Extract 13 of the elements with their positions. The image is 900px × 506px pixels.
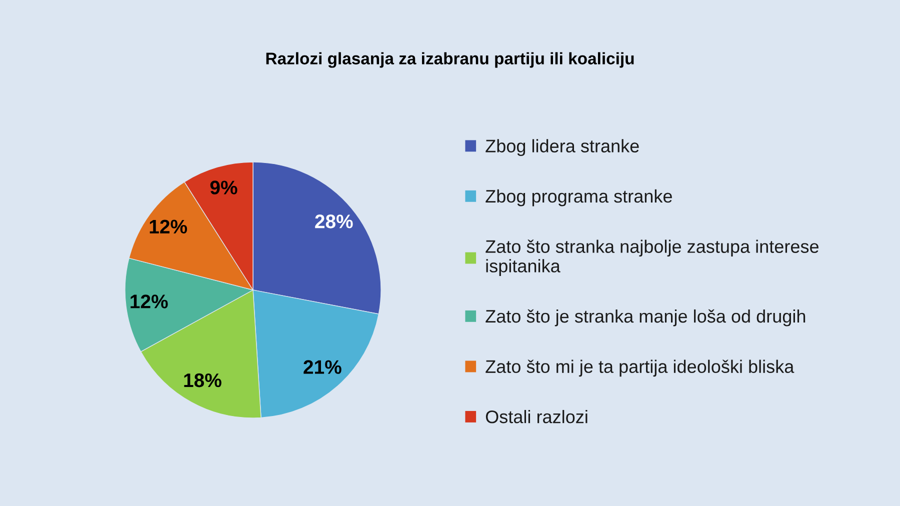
data-label: 12% [130,294,168,308]
data-label: 28% [315,214,353,228]
data-label: 12% [150,220,188,234]
chart-title: Razlozi glasanja za izabranu partiju ili koaliciju [266,52,634,68]
data-label: 18% [184,373,222,388]
legend-label: Zato što stranka najbolje zastupa interese ispitanika [486,240,819,276]
legend-label: Zato što je stranka manje loša od drugih [486,309,806,326]
legend-label: Zbog lidera stranke [486,139,639,156]
data-label: 21% [304,360,342,374]
legend-label: Zbog programa stranke [486,189,672,206]
data-label: 9% [210,180,238,194]
legend-label: Ostali razlozi [486,410,588,424]
legend-label: Zato što mi je ta partija ideološki bliska [486,360,794,377]
